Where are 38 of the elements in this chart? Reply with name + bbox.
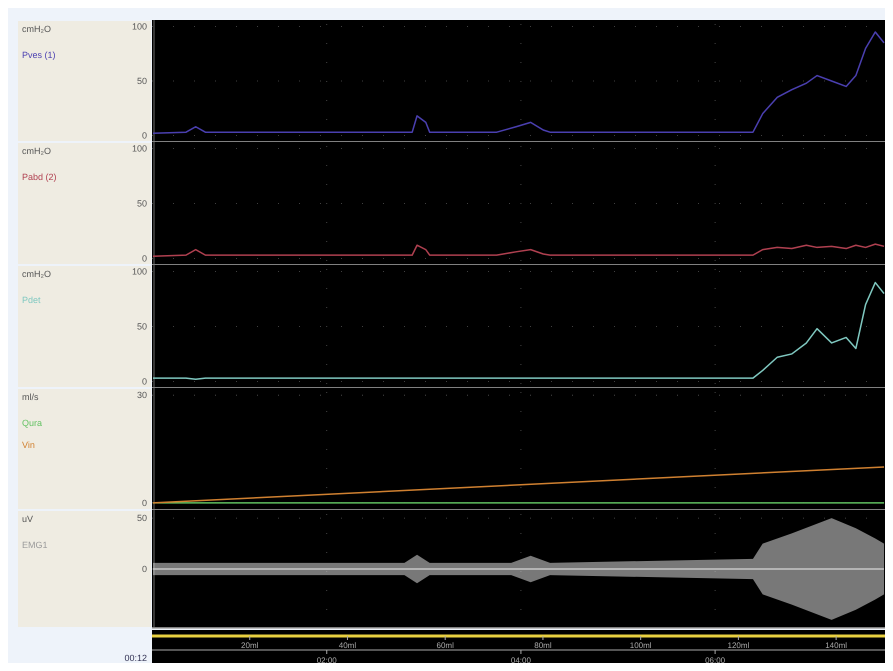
y-axis-title: cmH₂O [22, 269, 51, 279]
text: Pabd (2) [22, 172, 57, 182]
x-tick-label: 06:00 [705, 656, 726, 665]
y-tick-label: 0 [142, 498, 147, 508]
text: 00:12 [124, 653, 147, 663]
x2-tick-label: 20ml [241, 641, 259, 650]
x2-tick-label: 60ml [436, 641, 454, 650]
x2-tick-label: 140ml [825, 641, 848, 650]
text: Qura [22, 418, 42, 428]
x-tick-label: 04:00 [510, 656, 532, 665]
x2-tick-label: 80ml [534, 641, 552, 650]
x2-tick-label: 100ml [630, 641, 652, 650]
x2-tick-label: 120ml [728, 641, 750, 650]
text: Vin [22, 440, 35, 450]
y-tick-label: 100 [132, 22, 147, 32]
y-axis-title: uV [22, 514, 34, 524]
text: Pdet [22, 295, 42, 305]
y-tick-label: 50 [136, 322, 147, 332]
y-axis-title: cmH₂O [22, 146, 51, 156]
text: EMG1 [22, 540, 48, 550]
y-tick-label: 0 [142, 564, 147, 574]
line-series [152, 31, 885, 134]
y-axis-title: ml/s [22, 392, 39, 402]
line-series [152, 282, 885, 380]
y-tick-label: 50 [136, 198, 147, 208]
y-tick-label: 0 [142, 376, 147, 386]
y-tick-label: 30 [136, 390, 147, 400]
y-axis-title: cmH₂O [22, 24, 51, 34]
y-tick-label: 100 [132, 144, 147, 154]
y-tick-label: 50 [136, 513, 147, 524]
y-tick-label: 100 [132, 266, 147, 277]
line-series [152, 243, 885, 257]
x-tick-label: 02:00 [316, 656, 338, 665]
y-tick-label: 0 [142, 130, 147, 140]
y-tick-label: 50 [136, 76, 147, 86]
text: Pves (1) [22, 50, 56, 60]
y-tick-label: 0 [142, 253, 147, 264]
x2-tick-label: 40ml [338, 641, 356, 650]
